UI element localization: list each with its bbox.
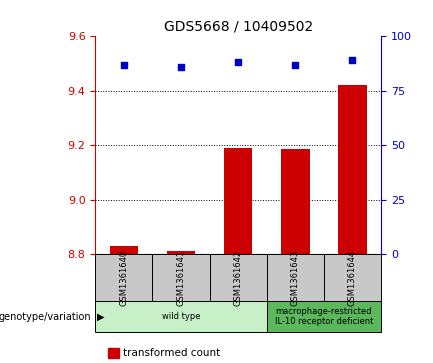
Text: GSM1361641: GSM1361641 (177, 250, 185, 306)
Title: GDS5668 / 10409502: GDS5668 / 10409502 (164, 20, 313, 34)
Text: GSM1361644: GSM1361644 (348, 250, 357, 306)
Text: GSM1361642: GSM1361642 (234, 250, 242, 306)
Text: transformed count: transformed count (123, 348, 221, 358)
Bar (167, 251, 195, 254)
Point (292, 62, 299, 68)
Text: ▶: ▶ (97, 312, 105, 322)
Bar (110, 246, 138, 254)
Text: GSM1361643: GSM1361643 (291, 250, 300, 306)
Text: GSM1361640: GSM1361640 (120, 250, 128, 306)
Point (349, 57, 356, 63)
Text: genotype/variation: genotype/variation (0, 312, 91, 322)
Point (120, 62, 127, 68)
Text: wild type: wild type (162, 312, 200, 321)
Point (235, 60, 242, 65)
Bar (338, 85, 367, 254)
Bar (281, 149, 310, 254)
Point (178, 64, 184, 70)
Bar (224, 148, 252, 254)
Text: macrophage-restricted
IL-10 receptor deficient: macrophage-restricted IL-10 receptor def… (275, 307, 373, 326)
